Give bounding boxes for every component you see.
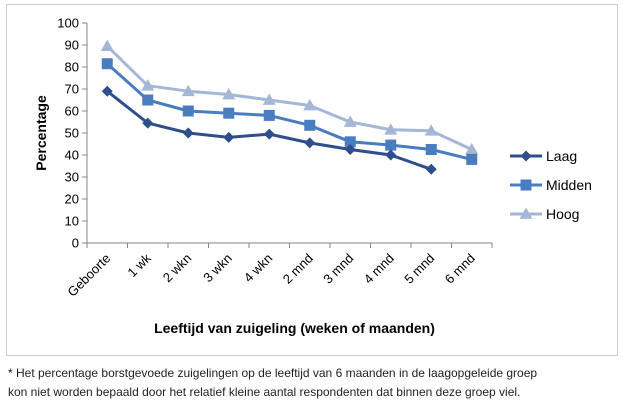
legend-swatch-marker xyxy=(520,179,532,191)
data-point xyxy=(385,149,397,161)
data-point xyxy=(142,117,154,129)
series-hoog xyxy=(100,39,479,155)
x-tick-label: 1 wk xyxy=(124,250,154,280)
x-tick-label: 2 mnd xyxy=(280,251,316,287)
legend-swatch-marker xyxy=(520,150,532,162)
data-point xyxy=(101,85,113,97)
data-point xyxy=(304,119,316,131)
legend-item-midden: Midden xyxy=(510,177,592,193)
data-point xyxy=(222,88,236,100)
x-tick-label: 3 wkn xyxy=(200,251,235,286)
y-tick-label: 30 xyxy=(65,170,79,185)
data-point xyxy=(223,107,235,119)
data-point xyxy=(385,139,397,151)
data-point xyxy=(425,163,437,175)
legend-item-hoog: Hoog xyxy=(510,206,579,222)
data-point xyxy=(465,143,479,155)
series-midden xyxy=(101,58,478,165)
x-tick-label: 2 wkn xyxy=(160,251,195,286)
chart-frame: 0 10 20 30 40 50 60 70 80 90 100 Geboorte 1 wk 2 wkn… xyxy=(6,4,618,356)
legend-label: Midden xyxy=(546,177,592,193)
legend-label: Hoog xyxy=(546,206,579,222)
legend-swatch-marker xyxy=(519,207,533,219)
legend: Laag Midden Hoog xyxy=(510,148,592,222)
x-tick-label: 6 mnd xyxy=(442,251,478,287)
y-tick-label: 90 xyxy=(65,38,79,53)
y-tick-label: 40 xyxy=(65,148,79,163)
data-point xyxy=(182,105,194,117)
data-point xyxy=(343,115,357,127)
x-tick-label: Geboorte xyxy=(64,251,113,300)
x-axis-title: Leeftijd van zuigeling (weken of maanden… xyxy=(154,320,435,336)
footnote-line-1: * Het percentage borstgevoede zuigelinge… xyxy=(8,366,538,380)
y-axis-ticks: 0 10 20 30 40 50 60 70 80 90 100 xyxy=(57,16,87,251)
x-tick-label: 4 wkn xyxy=(241,251,276,286)
series-line xyxy=(106,62,473,161)
legend-label: Laag xyxy=(546,148,577,164)
data-point xyxy=(344,136,356,148)
data-point xyxy=(263,109,275,121)
data-point xyxy=(304,137,316,149)
legend-item-laag: Laag xyxy=(510,148,577,164)
x-axis-ticks: Geboorte 1 wk 2 wkn 3 wkn 4 wkn 2 mnd 3 mnd 4 m… xyxy=(64,243,493,300)
data-point xyxy=(424,124,438,136)
x-tick-label: 3 mnd xyxy=(320,251,356,287)
footnote: * Het percentage borstgevoede zuigelinge… xyxy=(8,364,620,402)
y-tick-label: 60 xyxy=(65,104,79,119)
x-tick-label: 4 mnd xyxy=(361,251,397,287)
data-point xyxy=(181,84,195,97)
data-point xyxy=(425,144,437,155)
series-line xyxy=(106,45,473,151)
y-tick-label: 20 xyxy=(65,192,79,207)
data-point xyxy=(100,39,114,51)
y-tick-label: 0 xyxy=(72,236,79,251)
data-point xyxy=(466,153,478,165)
y-tick-label: 10 xyxy=(65,214,79,229)
data-point xyxy=(141,79,155,91)
x-tick-label: 5 mnd xyxy=(401,251,437,287)
footnote-line-2: kon niet worden bepaald door het relatie… xyxy=(8,385,521,399)
y-tick-label: 80 xyxy=(65,60,79,75)
data-point xyxy=(142,94,154,106)
data-point xyxy=(303,99,317,111)
data-point xyxy=(344,144,356,155)
series-laag xyxy=(101,85,437,175)
series-layer xyxy=(100,39,479,175)
line-chart: 0 10 20 30 40 50 60 70 80 90 100 Geboorte 1 wk 2 wkn… xyxy=(33,16,592,337)
y-tick-label: 70 xyxy=(65,82,79,97)
data-point xyxy=(182,127,194,139)
y-tick-label: 50 xyxy=(65,126,79,141)
y-axis-title: Percentage xyxy=(33,95,49,171)
data-point xyxy=(101,58,113,70)
data-point xyxy=(223,131,235,143)
data-point xyxy=(384,123,398,135)
data-point xyxy=(263,128,275,140)
y-tick-label: 100 xyxy=(57,16,79,31)
data-point xyxy=(262,93,276,105)
